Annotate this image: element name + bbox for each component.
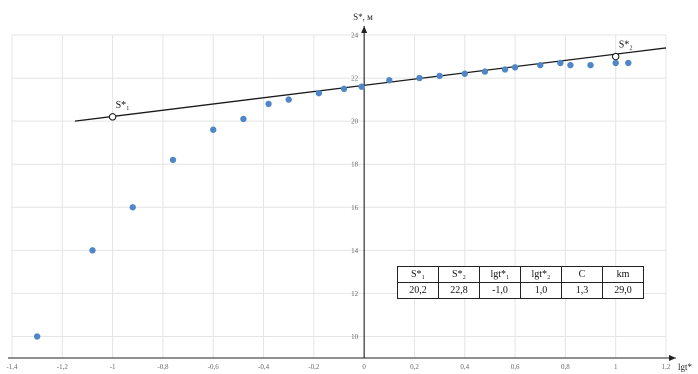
data-point bbox=[340, 85, 348, 93]
data-point bbox=[587, 61, 594, 69]
grid bbox=[11, 34, 667, 358]
results-table: S*₁ S*₂ lgt*₁ lgt*₂ C km 20,2 22,8 -1,0 … bbox=[397, 266, 644, 299]
table-header-cell: lgt*₂ bbox=[520, 266, 562, 283]
tick-labels: -1,4 -1,2 -1 -0,8 -0,6 -0,4 -0,2 0 0,2 0,4 0,6 0,8 1… bbox=[6, 12, 692, 372]
table-row: 20,2 22,8 -1,0 1,0 1,3 29,0 bbox=[397, 282, 644, 299]
y-tick-label: 18 bbox=[351, 161, 359, 169]
data-point bbox=[625, 59, 632, 67]
data-point bbox=[210, 126, 217, 133]
data-point bbox=[169, 156, 177, 164]
data-point bbox=[33, 333, 41, 340]
x-tick-label: -0,4 bbox=[258, 363, 270, 371]
y-axis-title: S*, м bbox=[353, 12, 373, 22]
x-tick-label: -0,6 bbox=[208, 363, 220, 371]
data-point bbox=[461, 70, 468, 77]
data-point bbox=[511, 64, 519, 71]
data-point bbox=[285, 96, 292, 103]
x-tick-label: 0,6 bbox=[511, 363, 520, 371]
y-tick-label: 14 bbox=[351, 247, 359, 255]
x-axis-arrow bbox=[669, 355, 676, 361]
data-point bbox=[612, 59, 619, 67]
y-tick-label: 10 bbox=[351, 333, 359, 341]
x-tick-label: 1,2 bbox=[662, 363, 671, 371]
x-tick-label: -0,2 bbox=[308, 363, 320, 371]
marked-point-label: S*₂ bbox=[619, 40, 633, 51]
x-tick-label: 0,4 bbox=[460, 363, 469, 371]
data-point bbox=[481, 68, 489, 75]
x-tick-label: -1,4 bbox=[6, 363, 18, 371]
table-header-cell: C bbox=[561, 266, 603, 283]
y-tick-label: 24 bbox=[351, 32, 359, 40]
y-tick-label: 20 bbox=[351, 118, 359, 126]
table-cell: -1,0 bbox=[479, 282, 521, 299]
data-point bbox=[567, 61, 574, 69]
data-point bbox=[501, 66, 509, 73]
data-point bbox=[537, 61, 544, 69]
x-tick-label: 1 bbox=[614, 363, 618, 371]
x-tick-label: -0,8 bbox=[157, 363, 169, 371]
data-point bbox=[315, 89, 323, 97]
data-point bbox=[436, 72, 443, 80]
data-point bbox=[386, 77, 393, 84]
y-tick-label: 16 bbox=[351, 204, 359, 212]
x-axis-title: lgt* bbox=[678, 362, 693, 372]
table-header-cell: lgt*₁ bbox=[479, 266, 521, 283]
table-header-cell: S*₂ bbox=[438, 266, 480, 283]
axes bbox=[8, 26, 676, 361]
data-point bbox=[265, 100, 272, 108]
table-cell: 22,8 bbox=[438, 282, 480, 299]
trendline-layer bbox=[74, 47, 667, 122]
table-header-row: S*₁ S*₂ lgt*₁ lgt*₂ C km bbox=[397, 266, 644, 283]
data-point bbox=[89, 247, 96, 254]
table-cell: 1,3 bbox=[561, 282, 603, 299]
data-point bbox=[358, 83, 365, 90]
x-tick-label: -1,2 bbox=[57, 363, 69, 371]
x-tick-label: 0,2 bbox=[410, 363, 419, 371]
table-header-cell: S*₁ bbox=[397, 266, 439, 283]
marked-point bbox=[611, 52, 620, 61]
x-tick-label: 0 bbox=[362, 363, 366, 371]
y-tick-label: 12 bbox=[351, 290, 359, 298]
data-point bbox=[240, 115, 247, 123]
data-points bbox=[33, 59, 632, 340]
x-tick-label: -1 bbox=[110, 363, 116, 371]
table-cell: 20,2 bbox=[397, 282, 439, 299]
table-cell: 29,0 bbox=[602, 282, 644, 299]
table-cell: 1,0 bbox=[520, 282, 562, 299]
marked-point-label: S*₁ bbox=[116, 100, 130, 111]
data-point bbox=[416, 74, 423, 82]
x-tick-label: 0,8 bbox=[561, 363, 570, 371]
data-point bbox=[129, 204, 136, 211]
data-point bbox=[557, 59, 564, 67]
marked-point bbox=[108, 113, 117, 121]
table-header-cell: km bbox=[602, 266, 644, 283]
y-axis-arrow bbox=[361, 26, 368, 33]
trend-line bbox=[74, 47, 667, 122]
y-tick-label: 22 bbox=[351, 75, 359, 83]
